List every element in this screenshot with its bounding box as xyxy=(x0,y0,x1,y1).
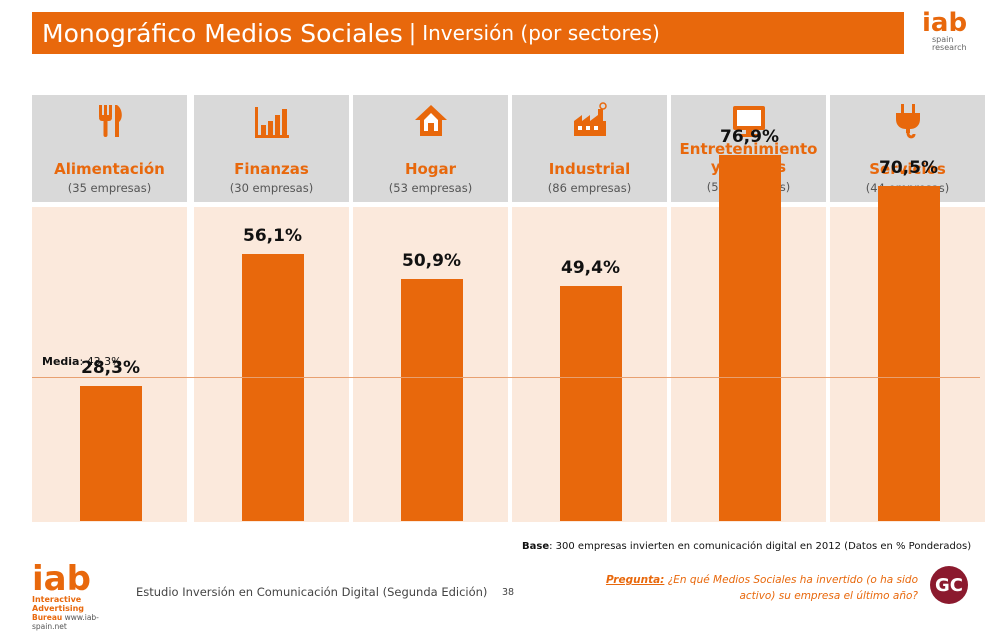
footer-logo-bureau: Bureau xyxy=(32,613,63,622)
sector-count: (53 empresas) xyxy=(388,181,473,195)
logo-text: iab xyxy=(922,8,968,38)
mean-label: Media: 43,3% xyxy=(42,355,122,368)
logo-sub2: research xyxy=(932,43,967,52)
sector-name: Hogar xyxy=(404,160,457,178)
iab-footer-logo: iab Interactive Advertising Bureau www.i… xyxy=(32,559,132,631)
base-note: Base: 300 empresas invierten en comunica… xyxy=(522,541,971,552)
study-title: Estudio Inversión en Comunicación Digita… xyxy=(136,585,488,599)
bar xyxy=(241,254,304,521)
title-separator: | xyxy=(408,20,417,46)
bar xyxy=(79,386,142,521)
sector-name: Industrial xyxy=(548,160,631,178)
footer-logo-text: iab xyxy=(32,559,91,599)
house-icon xyxy=(411,101,451,141)
title-bar: Monográfico Medios Sociales | Inversión … xyxy=(32,12,904,54)
base-text: : 300 empresas invierten en comunicación… xyxy=(549,541,972,552)
sector-count: (86 empresas) xyxy=(547,181,632,195)
factory-icon xyxy=(570,101,610,141)
sector-header: Alimentación (35 empresas) xyxy=(32,95,187,202)
bar-chart-icon xyxy=(252,101,292,141)
bar-value-label: 49,4% xyxy=(561,258,620,279)
bar-value-label: 50,9% xyxy=(402,251,461,272)
bar-value-label: 70,5% xyxy=(879,157,938,178)
gc-badge: GC xyxy=(930,566,968,604)
question-note: Pregunta: ¿En qué Medios Sociales ha inv… xyxy=(600,572,918,604)
mean-value: 43,3% xyxy=(86,355,122,368)
logo-sub1: spain xyxy=(932,35,954,44)
mean-label-title: Media xyxy=(42,355,80,368)
bar xyxy=(718,155,781,521)
bar xyxy=(400,279,463,521)
sector-name: Servicios xyxy=(869,160,946,178)
sector-header: Industrial (86 empresas) xyxy=(512,95,667,202)
question-text: ¿En qué Medios Sociales ha invertido (o … xyxy=(664,574,918,602)
sector-name: Finanzas xyxy=(234,160,309,178)
iab-research-logo: iab spain research xyxy=(922,10,986,66)
monitor-icon xyxy=(729,101,769,141)
sector-count: (30 empresas) xyxy=(229,181,314,195)
bar-value-label: 28,3% xyxy=(81,358,140,379)
sector-header: Servicios(44 empresas) xyxy=(830,95,985,202)
sector-name: Alimentación xyxy=(54,160,165,178)
bar xyxy=(877,185,940,521)
bar-value-label: 56,1% xyxy=(243,226,302,247)
base-label: Base xyxy=(522,541,550,552)
plug-icon xyxy=(888,101,928,141)
sector-header: Finanzas (30 empresas) xyxy=(194,95,349,202)
cutlery-icon xyxy=(90,101,130,141)
bar-value-label: 76,9% xyxy=(720,127,779,148)
footer-logo-line2: Bureau www.iab-spain.net xyxy=(32,613,132,631)
bar xyxy=(559,286,622,521)
page-number: 38 xyxy=(502,587,515,598)
sector-count: (35 empresas) xyxy=(67,181,152,195)
page-title: Monográfico Medios Sociales xyxy=(42,18,403,48)
page-subtitle: Inversión (por sectores) xyxy=(422,21,660,45)
mean-line xyxy=(32,377,980,378)
question-label: Pregunta: xyxy=(605,574,665,586)
sector-header: Hogar (53 empresas) xyxy=(353,95,508,202)
footer-logo-line1: Interactive Advertising xyxy=(32,595,84,613)
